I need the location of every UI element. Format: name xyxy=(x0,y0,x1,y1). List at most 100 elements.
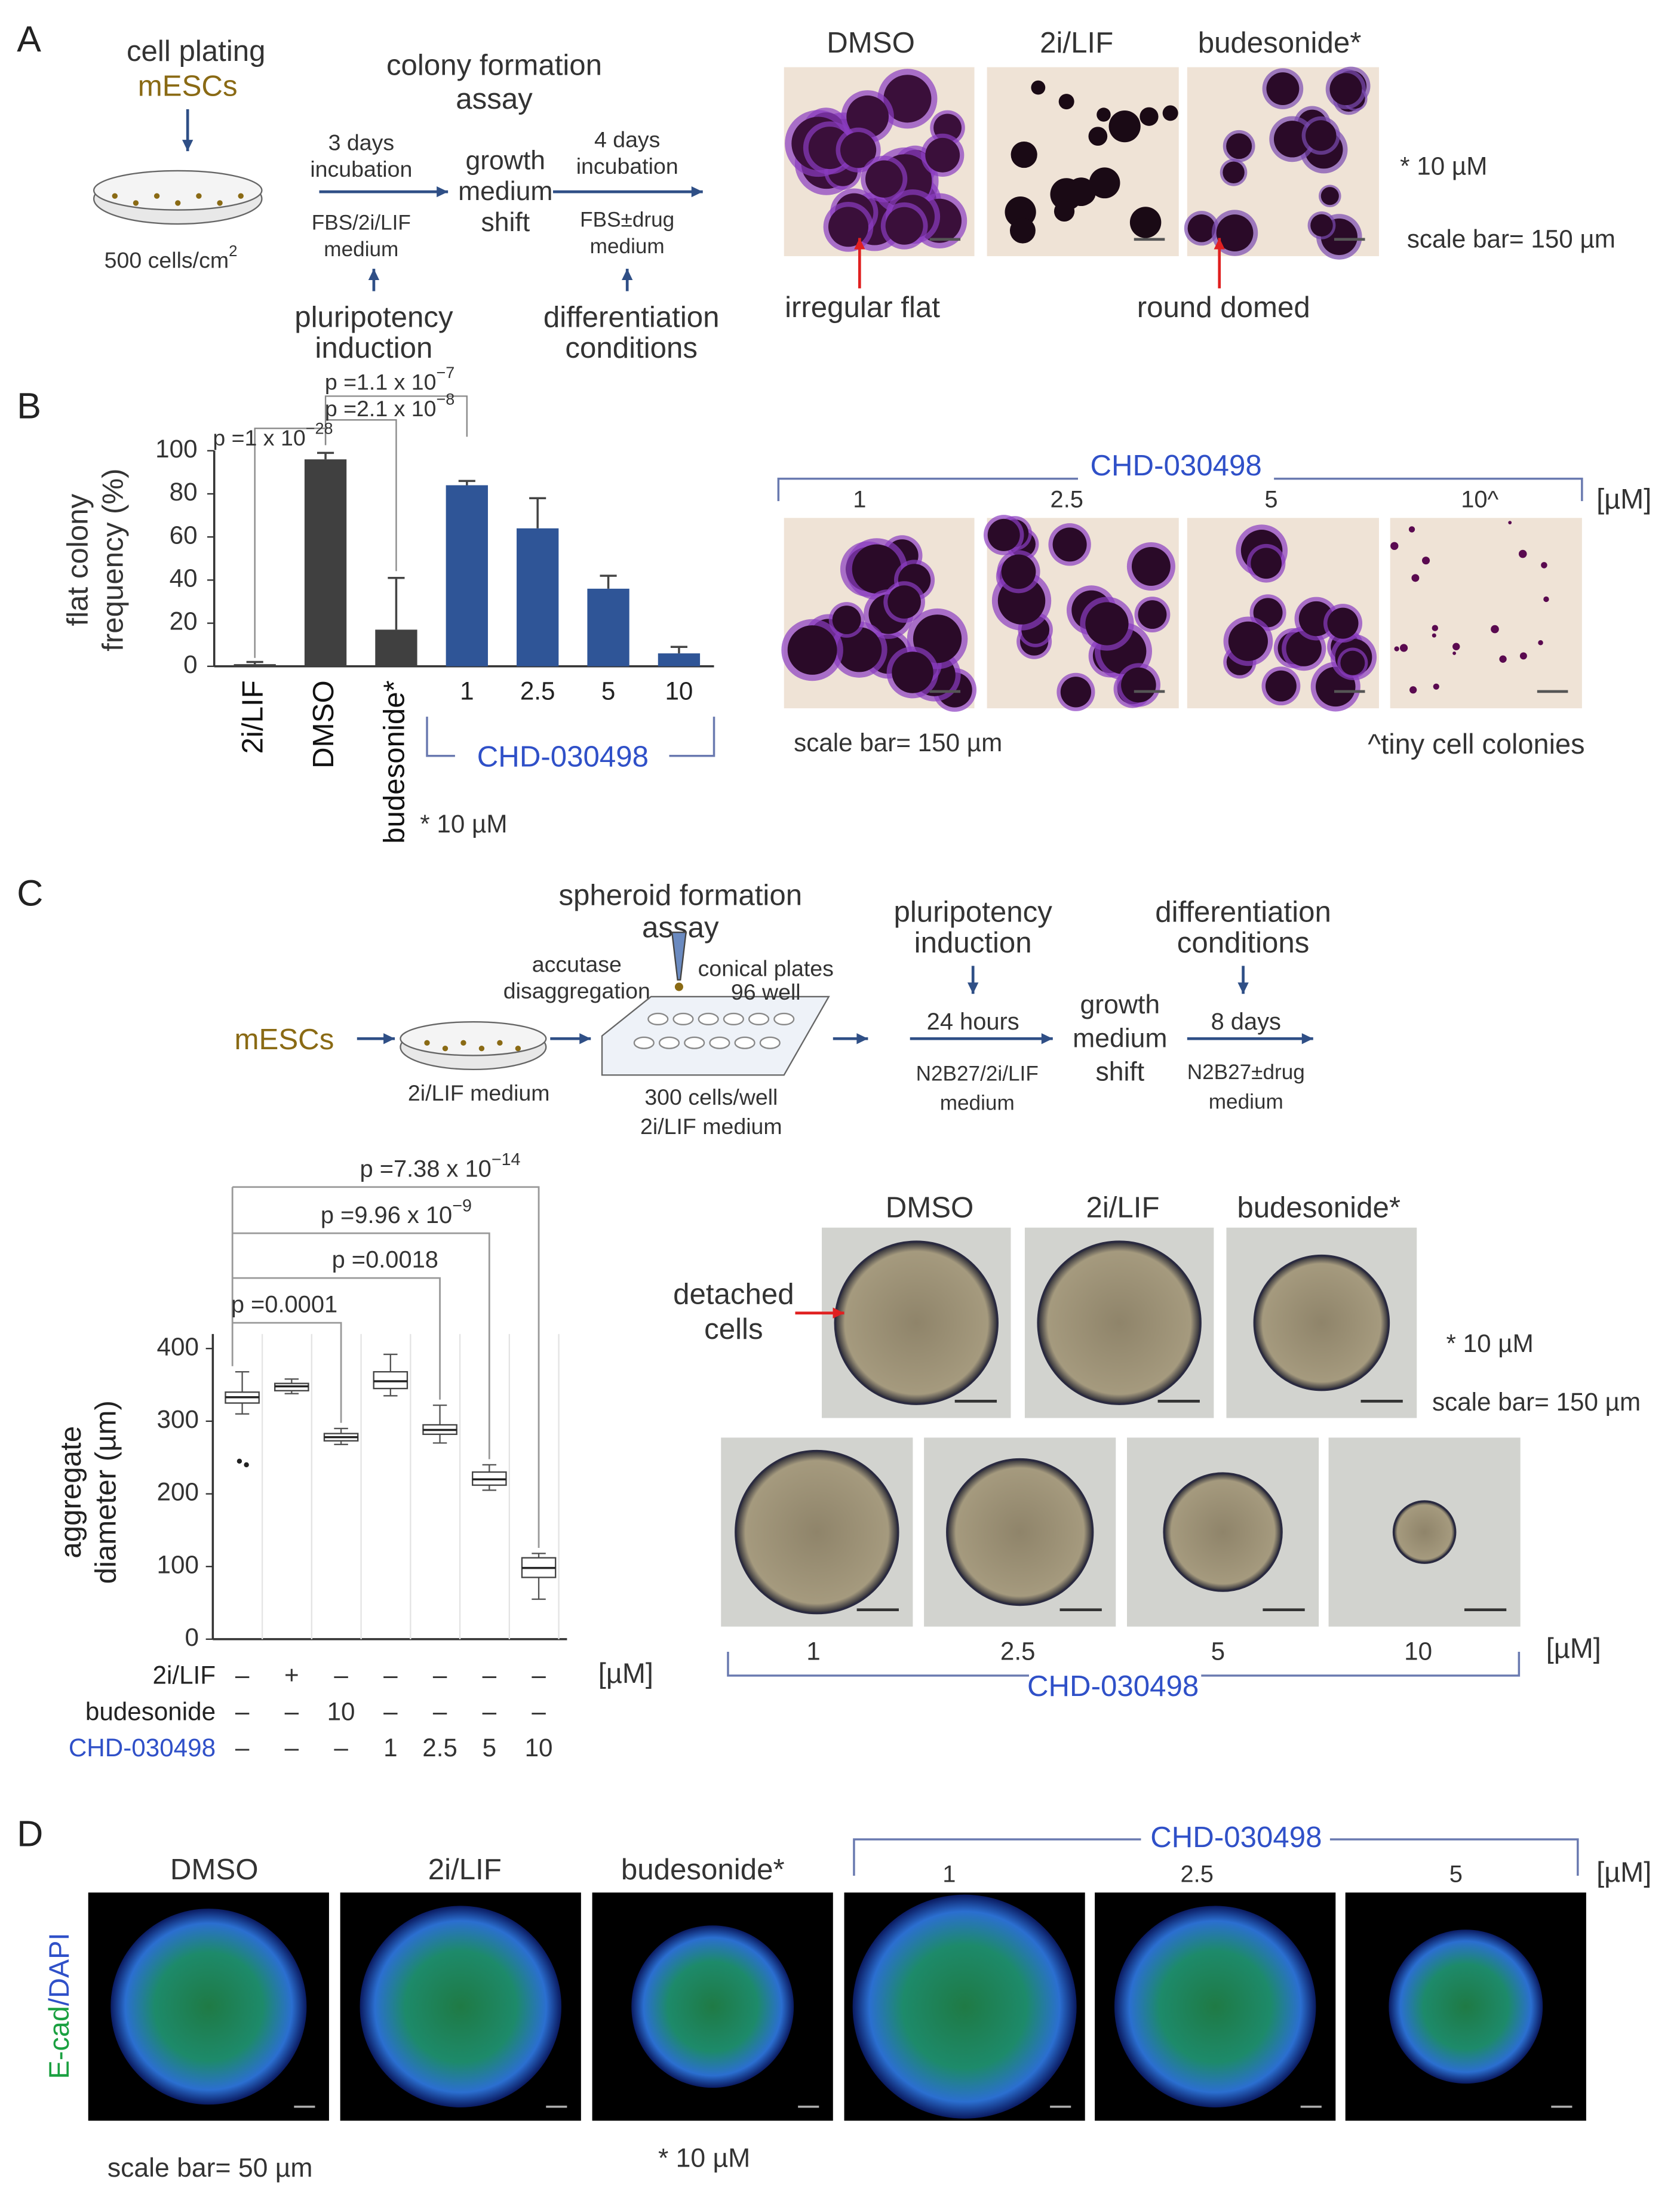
label: 10 xyxy=(665,677,693,705)
arrow-head xyxy=(856,1033,868,1044)
colony xyxy=(1432,625,1439,631)
spheroid xyxy=(110,1909,307,2105)
colony xyxy=(846,95,889,138)
spheroid xyxy=(360,1906,562,2107)
colony xyxy=(1067,177,1096,207)
plate xyxy=(601,995,830,1076)
colony xyxy=(1409,686,1417,694)
label: – xyxy=(235,1697,250,1725)
label: 2.5 xyxy=(1000,1637,1036,1665)
spheroid xyxy=(834,1240,999,1405)
label: differentiation xyxy=(543,300,720,333)
label: budesonide* xyxy=(1237,1191,1400,1224)
colony xyxy=(1408,526,1415,533)
colony xyxy=(1394,646,1399,652)
bar xyxy=(234,664,276,666)
label: mESCs xyxy=(235,1023,334,1056)
significance-bracket xyxy=(232,1277,441,1400)
dish-rim xyxy=(400,1021,547,1056)
label: 2i/LIF xyxy=(237,680,269,754)
pipette xyxy=(671,931,687,981)
cell xyxy=(515,1046,521,1052)
arrow-head xyxy=(579,1033,591,1044)
colony xyxy=(1228,621,1268,661)
label: p =2.1 x 10−8 xyxy=(325,391,454,421)
label: 24 hours xyxy=(927,1009,1019,1035)
label: * 10 µM xyxy=(420,810,507,838)
colony xyxy=(1251,548,1282,579)
bracket xyxy=(1329,1838,1579,1876)
label: 8 days xyxy=(1211,1009,1281,1035)
well xyxy=(647,1012,669,1026)
label: medium xyxy=(1209,1090,1283,1113)
bar xyxy=(587,588,629,666)
colony xyxy=(1273,121,1311,158)
arrow-head xyxy=(854,238,865,250)
colony xyxy=(1223,161,1245,184)
label: cells xyxy=(704,1313,763,1345)
colony xyxy=(1187,214,1216,242)
colony xyxy=(1108,110,1141,143)
label: – xyxy=(383,1697,398,1725)
label: p =0.0001 xyxy=(231,1292,337,1318)
label: 60 xyxy=(170,521,198,549)
label: 96 well xyxy=(731,979,801,1004)
label: DMSO xyxy=(170,1853,259,1886)
colony xyxy=(1306,120,1337,151)
label: 2.5 xyxy=(520,677,555,705)
label: D xyxy=(17,1813,43,1854)
label: 2i/LIF xyxy=(1086,1191,1159,1224)
colony xyxy=(1121,667,1156,703)
colony xyxy=(1001,554,1036,589)
label: 10 xyxy=(525,1734,553,1762)
label-text: p =1 x 10 xyxy=(213,425,305,450)
label: p =7.38 x 10−14 xyxy=(360,1150,520,1182)
arrow-head xyxy=(833,1307,844,1319)
label: 3 days xyxy=(328,130,395,155)
y-label: E-cad/DAPI xyxy=(44,1933,75,2079)
label: budesonide xyxy=(85,1697,216,1725)
label: 20 xyxy=(170,607,198,635)
colony xyxy=(1011,141,1037,168)
well xyxy=(734,1036,755,1049)
cell xyxy=(175,200,181,206)
bracket xyxy=(1201,1651,1521,1677)
label: 1 xyxy=(853,487,866,513)
label: [µM] xyxy=(1596,484,1651,515)
colony xyxy=(1226,133,1252,159)
label: FBS/2i/LIF xyxy=(312,211,411,234)
spheroid xyxy=(1253,1254,1390,1391)
arrow-head xyxy=(1301,1033,1313,1044)
colony xyxy=(1009,217,1036,244)
label: detached xyxy=(673,1278,794,1311)
label-exponent: −8 xyxy=(436,391,454,408)
label: A xyxy=(17,19,41,59)
colony xyxy=(1538,640,1543,646)
label: – xyxy=(334,1734,348,1762)
label: CHD-030498 xyxy=(1027,1670,1199,1703)
label: 0 xyxy=(183,650,197,678)
label: – xyxy=(285,1734,299,1762)
bracket xyxy=(853,1838,1141,1876)
well xyxy=(773,1012,795,1026)
label-text: /DAPI xyxy=(44,1933,75,2006)
significance-bracket xyxy=(232,1322,342,1423)
colony xyxy=(1421,557,1430,565)
label: – xyxy=(383,1661,398,1689)
label: 10^ xyxy=(1461,487,1498,513)
cell xyxy=(442,1046,449,1052)
colony xyxy=(1543,596,1549,603)
spheroid xyxy=(1163,1472,1283,1592)
colony xyxy=(1058,94,1074,110)
label: flat colony xyxy=(62,493,94,626)
label: p =1.1 x 10−7 xyxy=(325,364,454,394)
label: DMSO xyxy=(827,26,915,59)
label: 2.5 xyxy=(1181,1861,1214,1888)
cell xyxy=(153,193,160,199)
colony xyxy=(828,207,868,247)
colony xyxy=(925,137,960,173)
label: * 10 µM xyxy=(658,2144,750,2173)
well xyxy=(684,1036,705,1049)
cell xyxy=(217,200,223,206)
label: – xyxy=(285,1697,299,1725)
